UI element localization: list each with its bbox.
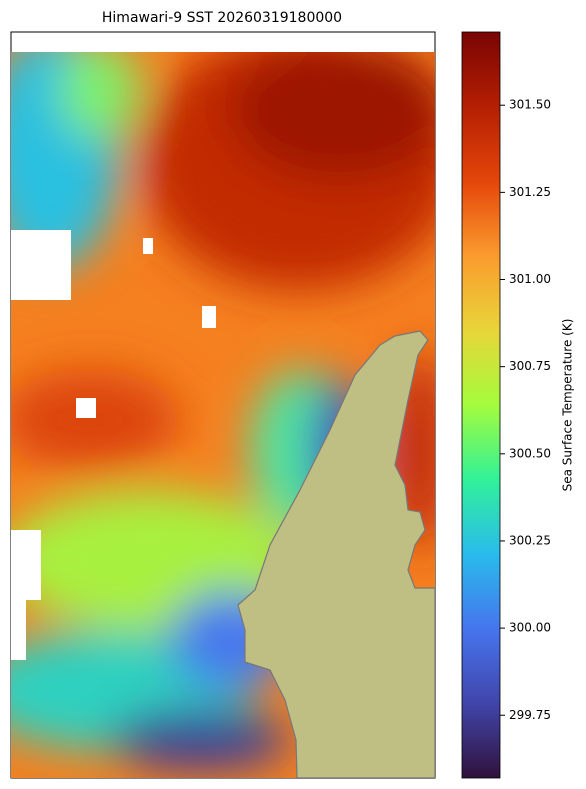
colorbar-frame: [461, 31, 501, 779]
colorbar-tick-label: 299.75: [509, 708, 551, 722]
colorbar-label: Sea Surface Temperature (K): [561, 319, 575, 492]
chart-title: Himawari-9 SST 20260319180000: [102, 10, 342, 26]
colorbar-tick-label: 300.00: [509, 621, 551, 635]
colorbar-tick-label: 301.00: [509, 272, 551, 286]
colorbar: [462, 32, 500, 778]
colorbar-tick-label: 300.50: [509, 446, 551, 460]
colorbar-tick-label: 301.25: [509, 185, 551, 199]
colorbar-tick-label: 300.75: [509, 359, 551, 373]
colorbar-tick-label: 301.50: [509, 98, 551, 112]
sst-field: [11, 52, 435, 778]
colorbar-tick-label: 300.25: [509, 533, 551, 547]
